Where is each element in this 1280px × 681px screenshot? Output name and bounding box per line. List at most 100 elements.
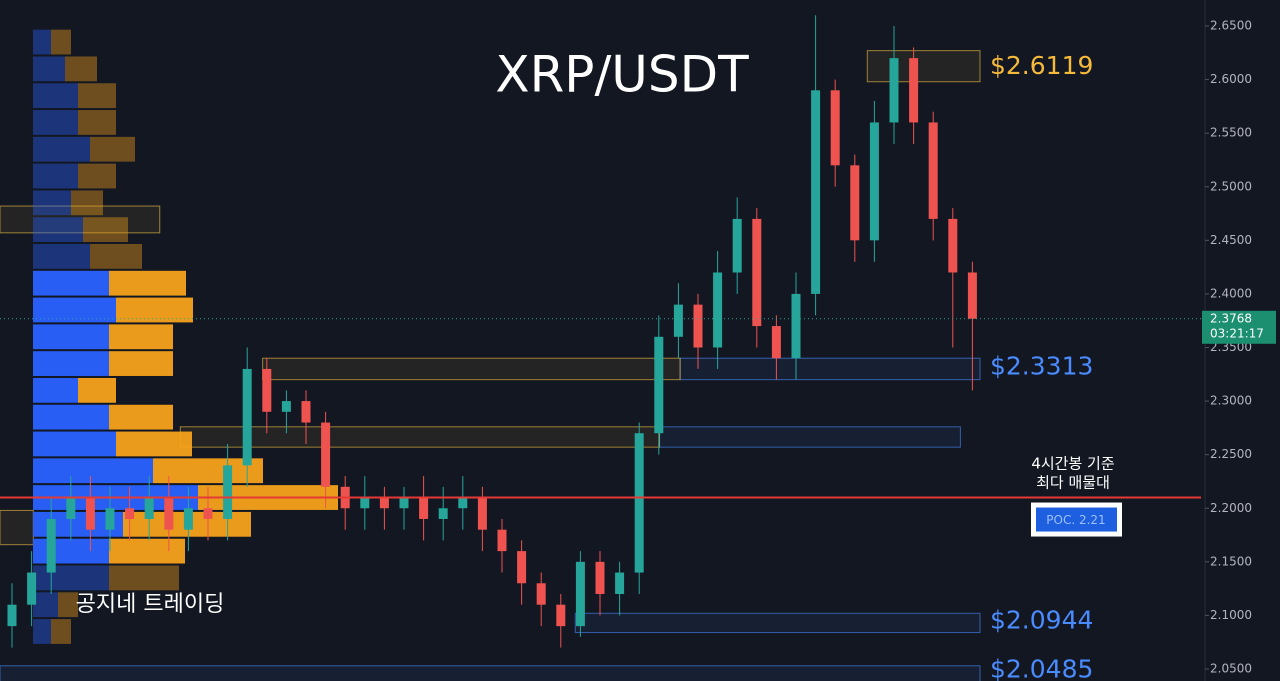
candle-body [693, 304, 703, 348]
zone [574, 612, 981, 634]
profile-buy [33, 83, 78, 109]
candle-body [869, 122, 879, 241]
profile-buy [33, 136, 90, 162]
price-label: $2.6119 [990, 51, 1093, 80]
candle-body [771, 326, 781, 359]
candle-body [752, 218, 762, 327]
candle-body [477, 497, 487, 530]
profile-sell [109, 404, 173, 430]
profile-sell [58, 592, 78, 618]
profile-buy [33, 190, 71, 216]
candle-body [242, 368, 252, 466]
candle-body [419, 497, 429, 519]
zone [262, 357, 681, 381]
profile-sell [78, 163, 116, 189]
profile-buy [33, 324, 109, 350]
candle-body [615, 572, 625, 594]
zone [659, 426, 961, 448]
current-price-tag [1202, 310, 1276, 344]
candle-body [164, 497, 174, 530]
poc-label: POC. 2.21 [1046, 513, 1105, 527]
profile-sell [83, 217, 128, 243]
profile-sell [71, 190, 103, 216]
y-tick-label: 2.1000 [1210, 608, 1252, 622]
candle-body [791, 293, 801, 359]
poc-note: 최다 매물대 [1036, 474, 1110, 492]
y-tick-label: 2.5500 [1210, 126, 1252, 140]
candle-body [536, 583, 546, 605]
y-tick-label: 2.0500 [1210, 662, 1252, 676]
candle-body [46, 518, 56, 573]
profile-buy [33, 351, 109, 376]
candle-body [85, 497, 95, 530]
profile-buy [33, 538, 109, 564]
current-price-label: 2.3768 [1210, 311, 1252, 325]
profile-sell [78, 110, 116, 135]
candle-body [7, 604, 17, 627]
profile-sell [90, 244, 142, 269]
profile-buy [33, 619, 51, 644]
candle-body [811, 90, 821, 294]
price-label: $2.0485 [990, 655, 1093, 681]
profile-sell [90, 136, 135, 162]
candle-body [909, 58, 919, 123]
zone [0, 205, 161, 234]
y-tick-label: 2.4000 [1210, 286, 1252, 300]
profile-sell [65, 56, 97, 82]
profile-buy [33, 458, 153, 484]
candle-body [262, 368, 272, 412]
profile-buy [33, 270, 109, 296]
y-tick-label: 2.6000 [1210, 72, 1252, 86]
candle-body [497, 529, 507, 552]
profile-sell [109, 565, 179, 591]
profile-sell [109, 538, 185, 564]
candle-body [673, 304, 683, 337]
candle-body [634, 433, 644, 573]
profile-sell [51, 619, 71, 644]
profile-sell [109, 324, 173, 350]
candle-body [575, 561, 585, 627]
candle-body [399, 497, 409, 509]
y-tick-label: 2.5000 [1210, 179, 1252, 193]
candle-body [105, 508, 115, 530]
price-label: $2.3313 [990, 352, 1093, 381]
profile-buy [33, 217, 83, 243]
y-tick-label: 2.2500 [1210, 447, 1252, 461]
candle-body [713, 272, 723, 348]
profile-buy [33, 377, 78, 403]
candle-body [183, 508, 193, 530]
chart-title: XRP/USDT [495, 46, 749, 104]
profile-buy [33, 297, 116, 323]
candle-body [321, 422, 331, 487]
profile-sell [78, 83, 116, 109]
candle-body [438, 508, 448, 519]
watermark: 공지네 트레이딩 [76, 592, 225, 617]
candle-body [458, 497, 468, 509]
profile-sell [109, 270, 186, 296]
y-tick-label: 2.2000 [1210, 501, 1252, 515]
zone [179, 426, 661, 448]
candle-body [928, 122, 938, 219]
candle-body [517, 551, 527, 584]
profile-buy [33, 163, 78, 189]
candle-body [379, 497, 389, 509]
candle-body [66, 497, 76, 519]
price-label: $2.0944 [990, 605, 1093, 634]
candle-body [830, 90, 840, 166]
profile-buy [33, 431, 116, 457]
y-tick-label: 2.6500 [1210, 19, 1252, 33]
candle-body [125, 508, 135, 519]
candle-body [556, 604, 566, 627]
profile-buy [33, 29, 51, 55]
profile-sell [78, 377, 116, 403]
profile-sell [116, 431, 192, 457]
candle-body [223, 465, 233, 519]
candle-body [360, 497, 370, 509]
profile-buy [33, 244, 90, 269]
candle-body [948, 218, 958, 273]
candle-body [850, 165, 860, 241]
zone [0, 509, 34, 546]
profile-sell [116, 297, 193, 323]
